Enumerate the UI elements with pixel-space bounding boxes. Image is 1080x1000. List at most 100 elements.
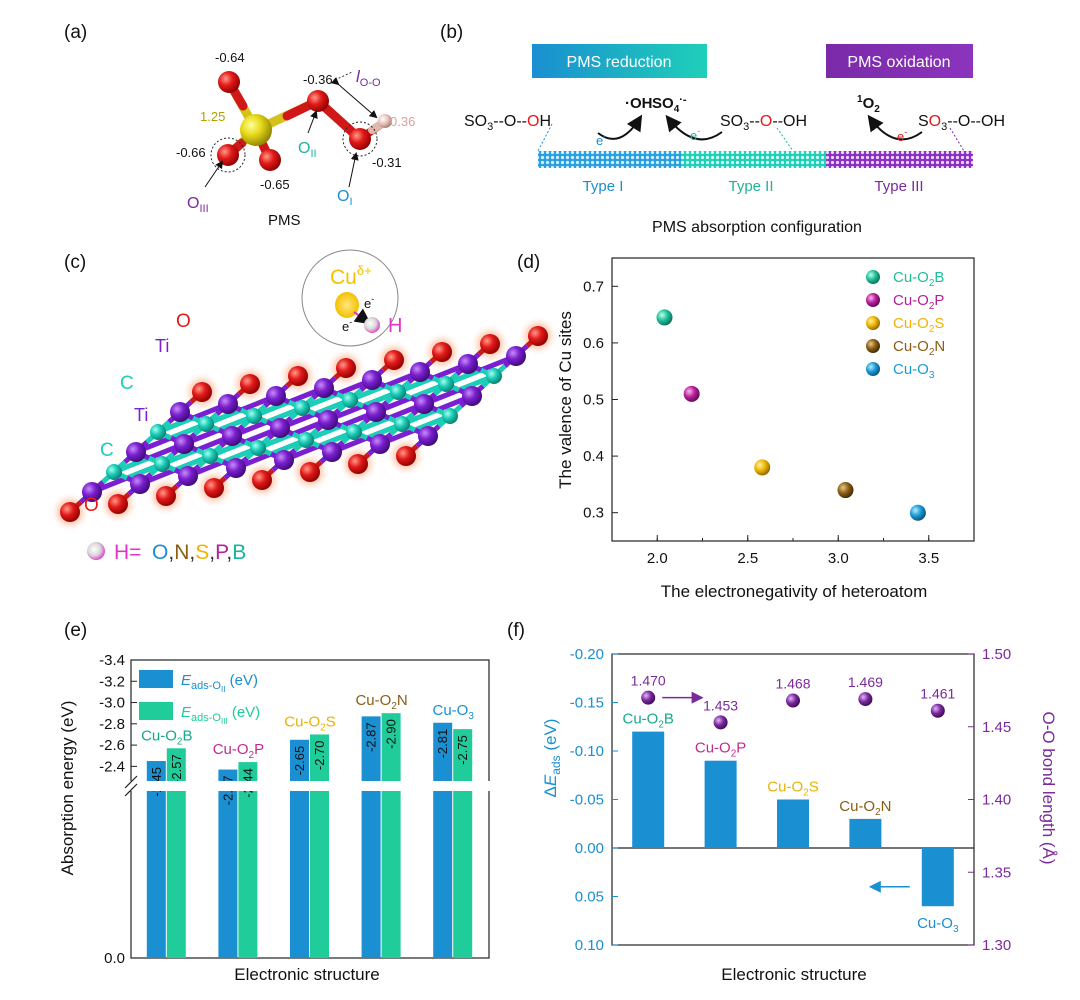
o-top-label: O bbox=[176, 311, 191, 332]
panel-a: (a) -0.64 1.25 -0.66 -0.65 -0.36 -0.31 0… bbox=[64, 22, 415, 229]
titanium-atom bbox=[274, 450, 294, 470]
label-part: Cu-O bbox=[432, 702, 468, 719]
y-tick-label-left: -0.05 bbox=[570, 792, 604, 809]
y-tick-label: -2.8 bbox=[99, 716, 125, 733]
legend-swatch-e bbox=[139, 670, 173, 688]
oxygen-atom bbox=[432, 342, 452, 362]
carbon-atom bbox=[250, 440, 266, 456]
axes-d: 2.0 2.5 3.0 3.5 0.3 0.4 0.5 0.6 0.7 bbox=[583, 278, 975, 567]
label-part: Cu-O bbox=[893, 315, 929, 332]
titanium-atom bbox=[362, 370, 382, 390]
oxygen-atom bbox=[108, 494, 128, 514]
label-sub: 2 bbox=[929, 324, 935, 335]
legend-marker-Cu-O2P bbox=[866, 293, 880, 307]
bar-0 bbox=[146, 761, 166, 958]
y-tick-label-left: -0.10 bbox=[570, 743, 604, 760]
bar-delta-e bbox=[921, 848, 954, 907]
category-label-e: Cu-O3 bbox=[432, 702, 474, 722]
legend-label-Cu-O2B: Cu-O2B bbox=[893, 269, 944, 289]
formula-type1: SO3--O--OH bbox=[464, 113, 551, 133]
titanium-atom bbox=[414, 394, 434, 414]
label-part: Cu-O bbox=[893, 292, 929, 309]
y-axis-label-f-left: ΔEads (eV) bbox=[541, 719, 563, 798]
x-axis-label-d: The electronegativity of heteroatom bbox=[661, 582, 927, 601]
titanium-atom bbox=[322, 442, 342, 462]
legend-h-ball bbox=[87, 542, 105, 560]
category-label-e: Cu-O2P bbox=[213, 741, 264, 761]
category-label-f: Cu-O2S bbox=[767, 779, 818, 799]
bar-value-label: -2.65 bbox=[292, 746, 307, 776]
y-tick-label-left: 0.05 bbox=[575, 889, 604, 906]
oxygen-atom bbox=[240, 374, 260, 394]
titanium-atom bbox=[178, 466, 198, 486]
bond-length-point bbox=[641, 690, 656, 705]
panel-c: (c) Cuδ+ e- e- H O Ti C Ti C O H= O,N,S,… bbox=[50, 249, 558, 564]
titanium-atom bbox=[314, 378, 334, 398]
y-axis-label-f-right: O-O bond length (Å) bbox=[1039, 711, 1058, 864]
y-tick-label: -2.6 bbox=[99, 737, 125, 754]
label-part: N bbox=[881, 798, 892, 815]
label-part: Cu-O bbox=[893, 269, 929, 286]
category-label-f: Cu-O2B bbox=[622, 711, 673, 731]
category-label-f: Cu-O3 bbox=[917, 915, 959, 935]
bond-length-label: lO-O bbox=[356, 67, 381, 89]
label-part: S bbox=[809, 779, 819, 796]
label-part: Cu-O bbox=[284, 713, 320, 730]
oxygen-atom bbox=[204, 478, 224, 498]
electron-label-2: e- bbox=[690, 126, 700, 143]
titanium-atom bbox=[370, 434, 390, 454]
carbon-atom bbox=[390, 384, 406, 400]
y-tick-label-right: 1.40 bbox=[982, 792, 1011, 809]
data-point-Cu-O2N bbox=[837, 482, 854, 499]
titanium-atom bbox=[418, 426, 438, 446]
ti-bottom-label: Ti bbox=[134, 405, 148, 425]
label-part: B bbox=[934, 269, 944, 286]
bond-length-label: 1.453 bbox=[703, 697, 738, 713]
charge-o1: -0.31 bbox=[372, 155, 402, 170]
legend-label-Cu-O2P: Cu-O2P bbox=[893, 292, 944, 312]
oxygen-atom bbox=[218, 71, 240, 93]
label-sub: 2 bbox=[731, 749, 737, 760]
category-label-e: Cu-O2N bbox=[355, 692, 407, 712]
titanium-atom bbox=[506, 346, 526, 366]
charge-o-left: -0.66 bbox=[176, 145, 206, 160]
x-axis-label-e: Electronic structure bbox=[234, 965, 380, 984]
panel-a-letter: (a) bbox=[64, 22, 87, 43]
electron-label-cu-1: e- bbox=[364, 294, 374, 311]
label-part: B bbox=[182, 727, 192, 744]
oxygen-atom bbox=[259, 149, 281, 171]
carbon-atom bbox=[202, 448, 218, 464]
label-part: Cu-O bbox=[839, 798, 875, 815]
type2-label: Type II bbox=[728, 178, 773, 195]
y-tick-label-left: 0.10 bbox=[575, 937, 604, 954]
titanium-atom bbox=[126, 442, 146, 462]
electron-label-cu-2: e- bbox=[342, 317, 352, 334]
legend-label-Cu-O3: Cu-O3 bbox=[893, 361, 935, 381]
oh-radical: ·OH bbox=[625, 95, 653, 112]
oxygen-atom bbox=[156, 486, 176, 506]
chart-f: Cu-O2B1.470Cu-O2P1.453Cu-O2S1.468Cu-O2N1… bbox=[570, 646, 1011, 954]
legend-unit: (eV) bbox=[228, 704, 261, 721]
titanium-atom bbox=[366, 402, 386, 422]
label-sub: 2 bbox=[177, 736, 183, 747]
label-part: N bbox=[397, 692, 408, 709]
legend-subsub: III bbox=[221, 717, 228, 726]
label-part: Cu-O bbox=[622, 711, 658, 728]
electron-label-1: e- bbox=[596, 131, 606, 148]
carbon-atom bbox=[486, 368, 502, 384]
mxene-lattice bbox=[50, 316, 558, 532]
y-tick-label: -3.0 bbox=[99, 695, 125, 712]
legend-sub: ads-O bbox=[191, 680, 221, 692]
y-tick-label-right: 1.45 bbox=[982, 719, 1011, 736]
oxygen-atom bbox=[336, 358, 356, 378]
titanium-atom bbox=[226, 458, 246, 478]
bar-0 bbox=[361, 716, 381, 958]
panel-e: (e) -2.45-2.57Cu-O2B-2.37-2.44Cu-O2P-2.6… bbox=[58, 620, 497, 984]
absorption-caption: PMS absorption configuration bbox=[652, 219, 862, 236]
label-sub: 2 bbox=[929, 301, 935, 312]
legend-heteroatom: B bbox=[232, 541, 246, 564]
bar-value-label: -2.90 bbox=[384, 719, 399, 749]
panel-d-letter: (d) bbox=[517, 252, 540, 273]
y-tick-label: 0.3 bbox=[583, 505, 604, 522]
